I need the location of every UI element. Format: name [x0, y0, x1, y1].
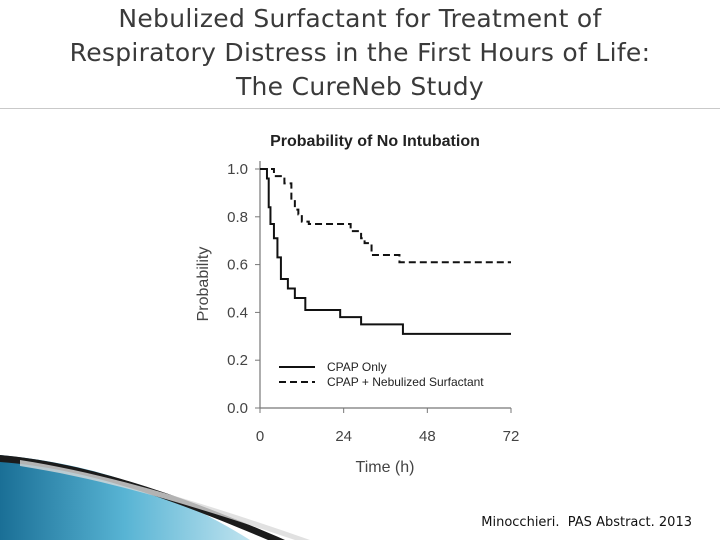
y-tick-label: 0.2	[227, 352, 248, 369]
slide-title-line-1: Nebulized Surfactant for Treatment of	[118, 4, 602, 33]
axes: 0.0 0.2 0.4 0.6 0.8 1.0 0 24 48 72	[227, 161, 519, 445]
y-tick-label: 0.4	[227, 304, 248, 321]
y-tick-label: 0.6	[227, 257, 248, 274]
x-tick-label: 48	[419, 428, 436, 445]
x-tick-label: 24	[335, 428, 352, 445]
title-divider	[0, 108, 720, 109]
series-line-2	[260, 168, 511, 264]
slide-title-line-2: Respiratory Distress in the First Hours …	[69, 38, 651, 67]
slide-title-line-3: The CureNeb Study	[235, 72, 485, 101]
slide-title: Nebulized Surfactant for Treatment of Re…	[0, 2, 720, 104]
plot-series	[260, 168, 511, 335]
chart-title: Probability of No Intubation	[270, 133, 480, 150]
legend-label-1: CPAP Only	[327, 360, 387, 374]
y-tick-label: 0.8	[227, 209, 248, 226]
y-axis-label: Probability	[195, 247, 212, 322]
x-tick-label: 72	[503, 428, 520, 445]
y-tick-label: 1.0	[227, 161, 248, 178]
legend-label-2: CPAP + Nebulized Surfactant	[327, 375, 484, 389]
citation: Minocchieri. PAS Abstract. 2013	[481, 515, 692, 530]
x-axis-label: Time (h)	[356, 459, 415, 476]
series-line-1	[260, 168, 511, 335]
y-tick-label: 0.0	[227, 400, 248, 417]
x-tick-label: 0	[256, 428, 264, 445]
